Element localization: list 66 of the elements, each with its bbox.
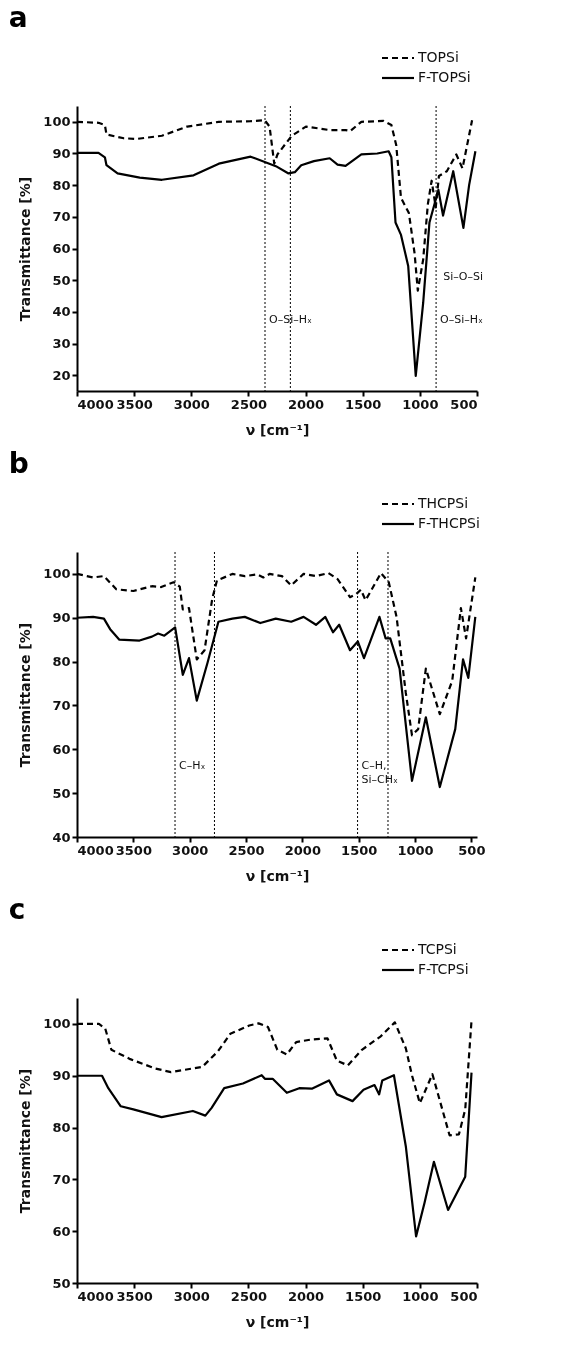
y-tick-label: 50 bbox=[52, 272, 71, 288]
x-tick-label: 1500 bbox=[341, 842, 378, 858]
y-tick-label: 80 bbox=[52, 177, 71, 193]
y-tick-label: 100 bbox=[43, 114, 71, 130]
legend-label: F-TOPSi bbox=[418, 69, 471, 85]
y-axis-title: Transmittance [%] bbox=[17, 1068, 34, 1214]
legend-label: F-TCPSi bbox=[418, 961, 469, 977]
legend-label: TCPSi bbox=[417, 941, 457, 957]
x-tick-label: 1500 bbox=[345, 1288, 382, 1304]
y-tick-label: 90 bbox=[52, 146, 71, 161]
y-tick-label: 50 bbox=[52, 1275, 71, 1291]
x-tick-label: 3000 bbox=[173, 396, 210, 412]
x-tick-label: 500 bbox=[450, 396, 478, 412]
y-tick-label: 100 bbox=[43, 1016, 71, 1032]
x-axis-title: ν [cm⁻¹] bbox=[245, 867, 310, 884]
ref-line-label: C–Hₓ bbox=[179, 758, 206, 772]
x-tick-label: 2000 bbox=[284, 842, 321, 858]
y-tick-label: 60 bbox=[52, 1223, 71, 1239]
annotation: Si–O–Si bbox=[443, 270, 483, 283]
legend-label: THCPSi bbox=[417, 495, 469, 511]
ref-line-label: O–Si–Hₓ bbox=[269, 312, 312, 326]
x-tick-label: 2500 bbox=[228, 842, 265, 858]
y-axis-title: Transmittance [%] bbox=[17, 176, 34, 322]
y-tick-label: 80 bbox=[52, 654, 71, 670]
chart-title: b bbox=[8, 447, 29, 480]
x-tick-label: 2500 bbox=[230, 1288, 268, 1304]
legend-label: F-THCPSi bbox=[418, 515, 480, 531]
x-axis-title: ν [cm⁻¹] bbox=[245, 1313, 310, 1330]
x-tick-label: 2500 bbox=[230, 396, 268, 412]
x-tick-label: 1000 bbox=[402, 396, 439, 412]
y-tick-label: 90 bbox=[52, 610, 71, 626]
y-axis-title: Transmittance [%] bbox=[17, 622, 34, 768]
x-tick-label: 4000 bbox=[77, 842, 114, 858]
ref-line-label: O–Si–Hₓ bbox=[440, 312, 484, 326]
y-tick-label: 60 bbox=[52, 741, 71, 757]
x-tick-label: 2000 bbox=[287, 1288, 325, 1304]
y-tick-label: 30 bbox=[52, 336, 71, 351]
y-tick-label: 50 bbox=[52, 785, 71, 801]
y-tick-label: 60 bbox=[52, 241, 71, 256]
x-tick-label: 500 bbox=[458, 842, 486, 858]
y-tick-label: 70 bbox=[52, 209, 71, 225]
x-tick-label: 1000 bbox=[402, 1288, 439, 1304]
x-tick-label: 1000 bbox=[397, 842, 434, 858]
y-tick-label: 80 bbox=[52, 1120, 71, 1136]
ref-line-label: C–H, Si–CHₓ bbox=[361, 758, 399, 786]
x-tick-label: 3000 bbox=[173, 1288, 210, 1304]
y-tick-label: 90 bbox=[52, 1068, 71, 1084]
y-tick-label: 100 bbox=[43, 566, 71, 582]
x-tick-label: 3000 bbox=[172, 842, 209, 858]
x-tick-label: 4000 bbox=[77, 396, 114, 412]
y-tick-label: 40 bbox=[52, 829, 71, 845]
x-tick-label: 4000 bbox=[77, 1288, 114, 1304]
x-tick-label: 1500 bbox=[345, 396, 382, 412]
chart-title: a bbox=[8, 1, 28, 34]
x-axis-title: ν [cm⁻¹] bbox=[245, 421, 310, 438]
x-tick-label: 3500 bbox=[116, 396, 153, 412]
x-tick-label: 2000 bbox=[287, 396, 325, 412]
chart-title: c bbox=[8, 893, 26, 926]
legend-label: TOPSi bbox=[417, 49, 459, 65]
y-tick-label: 70 bbox=[52, 1171, 71, 1187]
x-tick-label: 3500 bbox=[115, 842, 152, 858]
x-tick-label: 3500 bbox=[116, 1288, 153, 1304]
y-tick-label: 70 bbox=[52, 697, 71, 713]
y-tick-label: 40 bbox=[52, 304, 71, 320]
y-tick-label: 20 bbox=[52, 367, 71, 383]
x-tick-label: 500 bbox=[450, 1288, 478, 1304]
